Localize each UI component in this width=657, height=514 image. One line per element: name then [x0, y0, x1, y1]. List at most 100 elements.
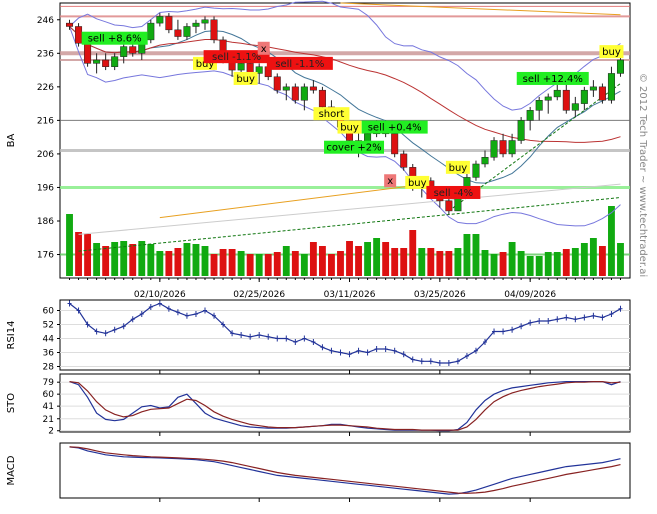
volume-bar [535, 256, 543, 276]
y-tick-label: 52 [43, 321, 54, 331]
y-tick-label: 176 [37, 251, 54, 261]
volume-bar [580, 243, 588, 276]
indicator-line [69, 381, 621, 431]
moving-average-long [69, 26, 621, 143]
candle-body [562, 89, 570, 111]
candle-body [120, 46, 128, 57]
candle-body [472, 163, 480, 178]
x-tick-label: 03/11/2026 [324, 290, 376, 300]
volume-bar [608, 206, 615, 276]
candle-body [508, 140, 516, 155]
volume-bar [436, 251, 444, 276]
trade-annotation: sell -1.1% [266, 56, 333, 70]
trade-annotation: sell +0.4% [361, 120, 428, 134]
candle-body [273, 76, 281, 91]
candle-body [210, 19, 218, 41]
annotation-label: sell -4% [434, 188, 474, 199]
annotation-label: sell -1.1% [212, 52, 261, 63]
candle-body [571, 103, 579, 111]
annotation-label: short [319, 109, 345, 120]
volume-bar [75, 232, 82, 276]
volume-bar [264, 254, 272, 276]
trendline-orange [159, 185, 413, 219]
bollinger-upper [69, 0, 621, 111]
y-tick-label: 60 [43, 307, 55, 317]
volume-bar [165, 251, 173, 276]
candle-body [66, 22, 74, 27]
volume-bar [598, 246, 606, 276]
y-tick-label: 236 [37, 49, 54, 59]
watermark-text: © 2012 Tech Trader ~ www.techtrader.ai [637, 73, 648, 277]
y-tick-label: 216 [37, 116, 54, 126]
y-tick-label: 246 [37, 16, 54, 26]
volume-bar [508, 242, 516, 276]
annotation-box [233, 71, 258, 85]
volume-bar [328, 254, 335, 276]
candle-body [237, 63, 245, 71]
candle-body [499, 140, 507, 155]
volume-bar [129, 244, 137, 276]
x-tick-label: 03/25/2026 [414, 290, 466, 300]
candle-body [616, 59, 624, 74]
volume-bar [418, 248, 426, 276]
candle-body [102, 59, 110, 67]
candle-body [490, 140, 498, 158]
candle-body [589, 86, 597, 91]
panel-frame [59, 373, 631, 433]
y-tick-label: 44 [43, 335, 55, 345]
x-tick-label: 02/10/2026 [134, 290, 186, 300]
volume-bar [382, 242, 390, 276]
volume-bar [490, 254, 498, 276]
annotation-label: buy [236, 74, 255, 85]
candle-body [535, 100, 543, 111]
volume-bar [346, 241, 353, 276]
annotation-box [337, 120, 362, 134]
annotation-box [203, 50, 270, 64]
volume-bar [391, 248, 399, 276]
volume-bar [373, 238, 381, 276]
y-tick-label: 206 [37, 150, 54, 160]
annotation-label: cover +2% [326, 143, 381, 154]
volume-bar [472, 234, 480, 276]
volume-bar [571, 248, 579, 276]
y-tick-label: 79 [43, 378, 55, 388]
y-tick-label: 21 [43, 415, 54, 425]
candle-body [517, 120, 525, 141]
volume-bar [553, 252, 561, 276]
annotation-box [361, 120, 428, 134]
candle-body [553, 89, 561, 98]
volume-bar [237, 251, 245, 276]
y-tick-label: 226 [37, 83, 54, 93]
volume-bar [273, 252, 281, 276]
trade-annotation: short [313, 107, 350, 121]
annotation-label: sell -1.1% [275, 59, 324, 70]
annotation-label: sell +8.6% [88, 34, 142, 45]
volume-bar [589, 238, 597, 276]
candle-body [192, 22, 200, 27]
y-tick-label: 196 [37, 183, 54, 193]
volume-bar [562, 249, 570, 276]
y-tick-label: 41 [43, 402, 54, 412]
y-axis-label: MACD [6, 455, 17, 485]
volume-bar [300, 254, 308, 276]
volume-bar [409, 230, 417, 276]
volume-bar [102, 246, 110, 276]
indicator-line [69, 446, 621, 494]
volume-bar [120, 241, 128, 276]
y-tick-label: 186 [37, 217, 54, 227]
volume-bar [544, 252, 552, 276]
volume-bar [337, 251, 344, 276]
annotation-label: buy [449, 163, 468, 174]
volume-bar [192, 244, 200, 276]
trade-annotation: buy [599, 45, 624, 59]
y-tick-label: 60 [43, 390, 55, 400]
candle-body [526, 110, 534, 121]
annotation-label: buy [196, 59, 215, 70]
candle-body [93, 59, 101, 64]
annotation-label: buy [340, 123, 359, 134]
bollinger-lower [69, 26, 621, 227]
macd-panel: MACD [6, 442, 631, 499]
candle-body [391, 133, 399, 155]
volume-bar [156, 251, 164, 276]
